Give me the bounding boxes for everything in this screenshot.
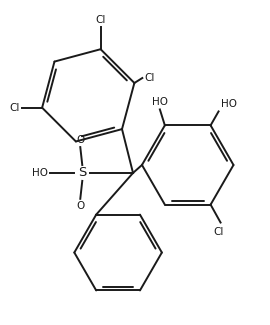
Text: O: O <box>76 135 85 145</box>
Text: Cl: Cl <box>95 15 106 25</box>
Text: HO: HO <box>32 168 48 178</box>
Text: Cl: Cl <box>144 73 155 83</box>
Text: Cl: Cl <box>10 103 20 113</box>
Text: HO: HO <box>221 99 237 110</box>
Text: S: S <box>78 166 86 179</box>
Text: Cl: Cl <box>213 227 224 237</box>
Text: HO: HO <box>152 98 168 108</box>
Text: O: O <box>76 201 85 211</box>
